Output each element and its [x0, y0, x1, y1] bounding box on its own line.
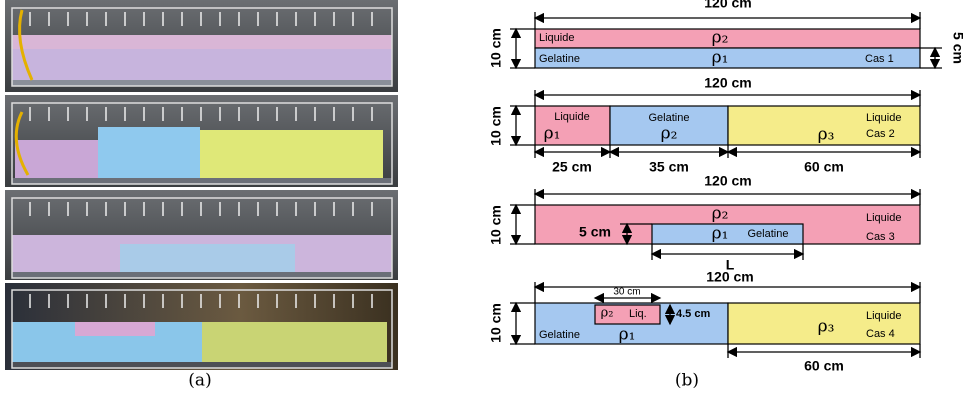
dimension: 60 cm: [804, 358, 844, 374]
case-name: Cas 3: [866, 231, 895, 243]
density: ρ₂: [661, 124, 678, 144]
case-name: Cas 4: [866, 328, 895, 340]
photo-panel: (a): [5, 0, 398, 391]
dimension: 10 cm: [488, 106, 504, 146]
dimension: 10 cm: [488, 303, 504, 343]
label: Liquide: [866, 212, 901, 224]
density: ρ₂: [601, 306, 614, 321]
dimension: 30 cm: [613, 287, 640, 298]
case-4: 120 cm 30 cm ρ₂ Liq. 4.5 cm Gelatine ρ₁ …: [488, 269, 920, 374]
dimension: 10 cm: [488, 28, 504, 68]
dimension: 120 cm: [704, 173, 751, 189]
case-2: 120 cm Liquide ρ₁ Gelatine ρ₂ ρ₃ Liquide…: [488, 75, 920, 175]
label: Liquide: [866, 112, 901, 124]
dimension: 35 cm: [649, 159, 689, 175]
label: Gelatine: [539, 53, 580, 65]
density: ρ₂: [712, 28, 729, 48]
density: ρ₃: [818, 125, 835, 145]
label: Liq.: [629, 308, 647, 320]
dimension: 120 cm: [704, 75, 751, 91]
dimension: 120 cm: [706, 269, 753, 285]
caption: (a): [188, 371, 211, 391]
density: ρ₁: [712, 224, 729, 244]
density: ρ₁: [619, 325, 636, 345]
dimension: 5 cm: [579, 224, 611, 240]
case-3: 120 cm ρ₂ Liquide Cas 3 5 cm ρ₁ Gelatine…: [488, 173, 920, 273]
density: ρ₂: [712, 204, 729, 224]
dimension: 5 cm: [950, 32, 965, 64]
dimension: 25 cm: [552, 159, 592, 175]
label: Gelatine: [748, 228, 789, 240]
case-name: Cas 1: [865, 53, 894, 65]
caption: (b): [675, 371, 699, 391]
dimension: 4.5 cm: [676, 308, 710, 320]
density: ρ₁: [712, 48, 729, 68]
label: Gelatine: [649, 112, 690, 124]
case-name: Cas 2: [866, 128, 895, 140]
label: Gelatine: [539, 329, 580, 341]
dimension: 120 cm: [704, 0, 751, 11]
dimension: 10 cm: [488, 205, 504, 245]
density: ρ₁: [544, 124, 561, 144]
case-1: 120 cm Liquide ρ₂ Gelatine ρ₁ Cas 1 10 c…: [488, 0, 965, 68]
figure: (a) 120 cm Liquide ρ₂ Gelatine ρ₁ Cas 1 …: [0, 0, 965, 393]
label: Liquide: [866, 310, 901, 322]
diagram-panel: 120 cm Liquide ρ₂ Gelatine ρ₁ Cas 1 10 c…: [488, 0, 965, 391]
label: Liquide: [554, 111, 589, 123]
label: Liquide: [539, 32, 574, 44]
density: ρ₃: [818, 317, 835, 337]
dimension: 60 cm: [804, 159, 844, 175]
